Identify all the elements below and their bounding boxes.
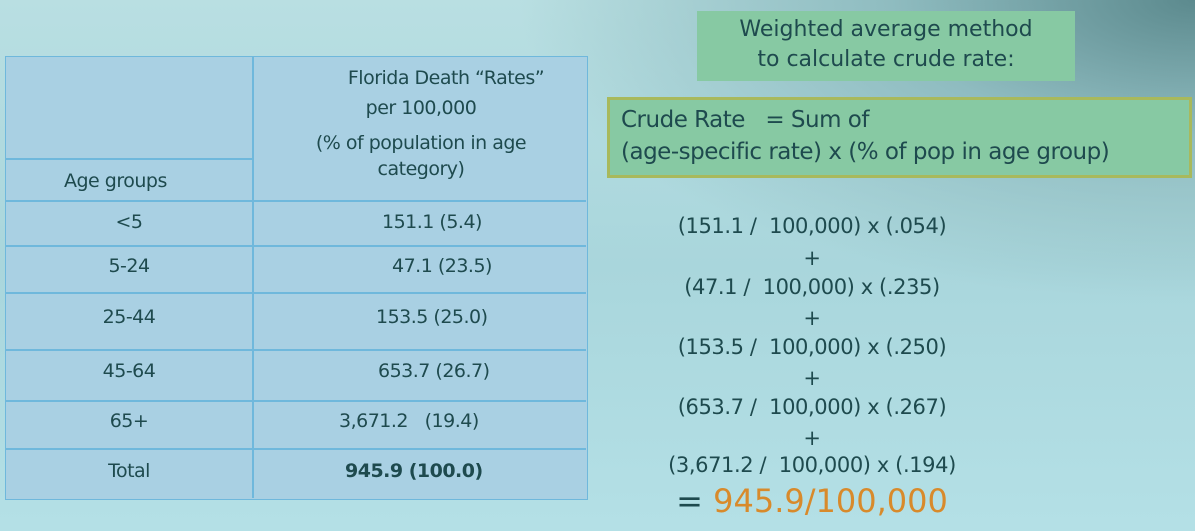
value-cell: 653.7 (26.7): [378, 360, 490, 382]
calc-result: = 945.9/100,000: [612, 482, 1012, 520]
header-death-rates: Florida Death “Rates” per 100,000 (% of …: [253, 63, 589, 181]
age-cell: 45-64: [102, 360, 156, 382]
header-line: (% of population in age: [315, 132, 527, 154]
formula-line: (age-specific rate) x (% of pop in age g…: [621, 139, 1110, 165]
method-title-box: Weighted average method to calculate cru…: [697, 11, 1075, 81]
value-cell: 3,671.2 (19.4): [339, 410, 479, 432]
calc-term: (3,671.2 / 100,000) x (.194): [668, 453, 956, 477]
header-line: per 100,000: [365, 97, 477, 119]
plus-sign: +: [803, 366, 821, 390]
calc-term: (47.1 / 100,000) x (.235): [684, 275, 940, 299]
method-title-line: Weighted average method: [739, 17, 1033, 42]
header-line: Florida Death “Rates”: [347, 67, 545, 89]
header-age-groups: Age groups: [64, 170, 167, 192]
calc-term: (153.5 / 100,000) x (.250): [677, 335, 947, 359]
result-value: 945.9/100,000: [713, 482, 948, 520]
header-line: category): [377, 158, 465, 180]
value-cell: 151.1 (5.4): [382, 211, 482, 233]
age-cell: 5-24: [108, 255, 150, 277]
method-title-line: to calculate crude rate:: [757, 47, 1015, 72]
plus-sign: +: [803, 246, 821, 270]
plus-sign: +: [803, 306, 821, 330]
value-cell: 945.9 (100.0): [345, 460, 483, 482]
equals-sign: =: [676, 482, 714, 520]
formula-box: Crude Rate = Sum of (age-specific rate) …: [607, 97, 1192, 178]
age-cell: Total: [108, 460, 150, 482]
plus-sign: +: [803, 426, 821, 450]
calc-term: (653.7 / 100,000) x (.267): [677, 395, 947, 419]
value-cell: 153.5 (25.0): [376, 306, 488, 328]
calc-term: (151.1 / 100,000) x (.054): [677, 214, 947, 238]
age-cell: 65+: [109, 410, 149, 432]
age-cell: <5: [115, 211, 143, 233]
death-rates-table: Age groups Florida Death “Rates” per 100…: [5, 56, 588, 500]
age-cell: 25-44: [102, 306, 156, 328]
value-cell: 47.1 (23.5): [392, 255, 492, 277]
formula-line: Crude Rate = Sum of: [621, 107, 869, 133]
